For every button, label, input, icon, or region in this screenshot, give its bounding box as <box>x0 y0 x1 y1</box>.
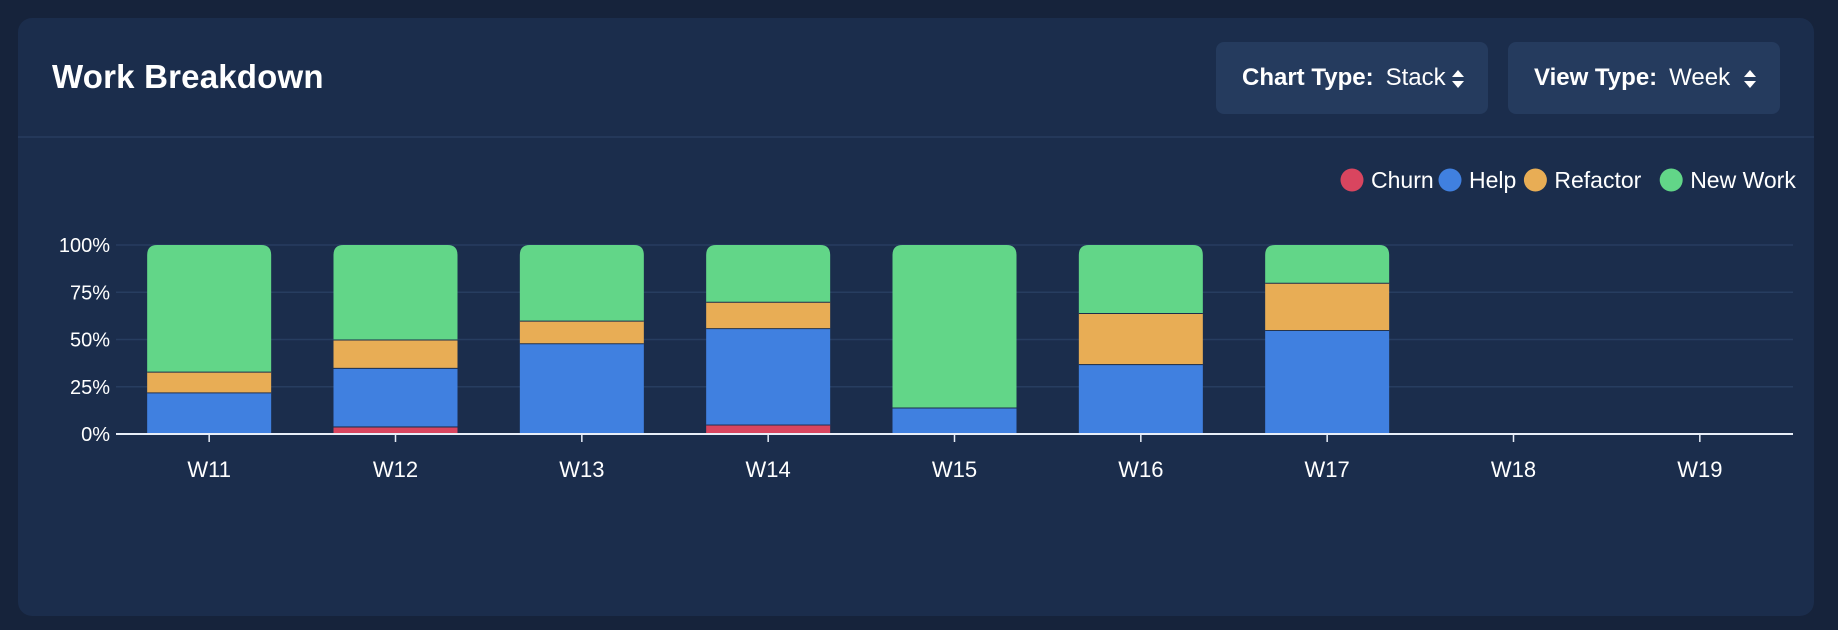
x-tick-label: W17 <box>1305 457 1350 482</box>
view-type-select[interactable]: View Type: Week <box>1508 42 1780 114</box>
bar-segment[interactable] <box>1078 313 1203 365</box>
legend-label: Refactor <box>1554 167 1641 193</box>
bar-segment[interactable] <box>892 407 1017 434</box>
y-tick-label: 50% <box>70 330 110 352</box>
card-title: Work Breakdown <box>52 58 324 95</box>
legend-swatch <box>1340 168 1364 192</box>
sort-updown-icon <box>1452 70 1464 88</box>
y-tick-label: 0% <box>81 424 110 446</box>
bar-stack[interactable] <box>706 245 831 434</box>
x-tick-label: W11 <box>187 457 231 482</box>
legend-item[interactable]: Refactor <box>1523 167 1642 193</box>
x-tick-label: W16 <box>1118 457 1163 482</box>
bar-segment[interactable] <box>333 245 458 340</box>
bar-segment[interactable] <box>333 367 458 427</box>
bar-segment[interactable] <box>147 245 272 372</box>
card-header: Work Breakdown Chart Type: Stack View Ty… <box>18 18 1814 138</box>
chart-type-select[interactable]: Chart Type: Stack <box>1216 42 1488 114</box>
chart-type-value: Stack <box>1385 64 1446 91</box>
x-tick-label: W19 <box>1677 457 1722 482</box>
view-type-label: View Type: <box>1534 64 1658 91</box>
legend-swatch <box>1523 168 1547 192</box>
bar-stack[interactable] <box>333 245 458 434</box>
bar-segment[interactable] <box>1265 245 1390 283</box>
stacked-bar-chart: 0% 25% 50% 75% 100% W11 W12 W13 W14 W15 W16 W17 W18 W… <box>59 167 1797 482</box>
x-tick-label: W13 <box>559 457 604 482</box>
bar-segment[interactable] <box>1078 364 1203 434</box>
legend-label: New Work <box>1690 167 1796 193</box>
bar-segment[interactable] <box>1265 282 1390 331</box>
bar-segment[interactable] <box>519 343 644 434</box>
bar-segment[interactable] <box>892 245 1017 408</box>
legend-label: Help <box>1469 167 1516 193</box>
chart-area: 0% 25% 50% 75% 100% W11 W12 W13 W14 W15 W16 W17 W18 W… <box>18 138 1814 616</box>
bar-stack[interactable] <box>892 245 1017 434</box>
y-tick-label: 75% <box>70 282 110 304</box>
bar-segment[interactable] <box>706 301 831 329</box>
y-tick-label: 25% <box>70 377 110 399</box>
legend-item[interactable]: Churn <box>1340 167 1434 193</box>
x-tick-label: W12 <box>373 457 418 482</box>
bar-segment[interactable] <box>706 328 831 425</box>
bar-segment[interactable] <box>519 320 644 344</box>
x-tick-label: W18 <box>1491 457 1536 482</box>
bar-segment[interactable] <box>706 245 831 302</box>
bar-segment[interactable] <box>1265 330 1390 434</box>
chart-type-label: Chart Type: <box>1242 64 1374 91</box>
work-breakdown-card: Work Breakdown Chart Type: Stack View Ty… <box>18 18 1814 616</box>
bar-stack[interactable] <box>1078 245 1203 434</box>
bar-stack[interactable] <box>1265 245 1390 434</box>
bar-segment[interactable] <box>1078 245 1203 314</box>
bar-stack[interactable] <box>147 245 272 434</box>
y-tick-label: 100% <box>59 235 110 257</box>
legend-swatch <box>1438 168 1462 192</box>
legend-swatch <box>1659 168 1683 192</box>
legend-item[interactable]: Help <box>1438 167 1517 193</box>
bar-segment[interactable] <box>333 426 458 434</box>
bar-segment[interactable] <box>706 424 831 434</box>
legend-item[interactable]: New Work <box>1659 167 1797 193</box>
sort-updown-icon <box>1744 70 1756 88</box>
bar-segment[interactable] <box>147 392 272 434</box>
x-tick-label: W15 <box>932 457 977 482</box>
view-type-value: Week <box>1669 64 1731 91</box>
bar-stack[interactable] <box>519 245 644 434</box>
bar-segment[interactable] <box>333 339 458 368</box>
legend-label: Churn <box>1371 167 1434 193</box>
bar-segment[interactable] <box>147 371 272 393</box>
bar-segment[interactable] <box>519 245 644 321</box>
x-tick-label: W14 <box>746 457 791 482</box>
